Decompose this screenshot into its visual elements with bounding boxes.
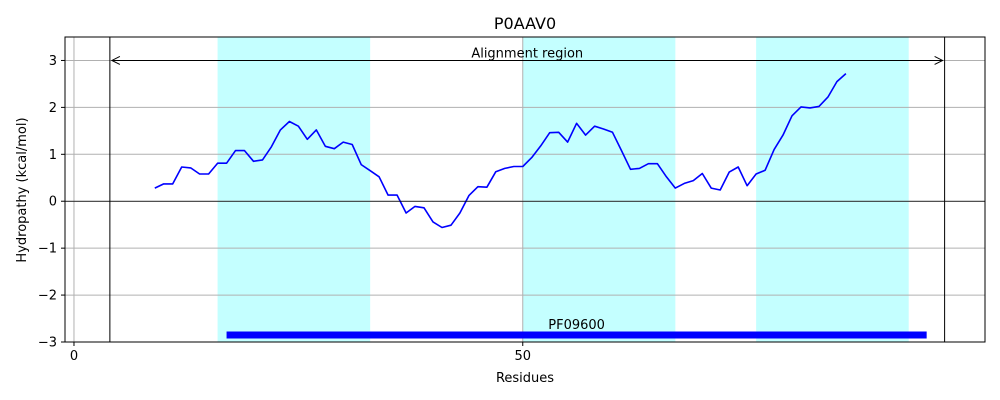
- y-tick-label: 1: [49, 148, 57, 163]
- alignment-arrow-left-head: [110, 56, 121, 65]
- y-tick-label: −3: [38, 336, 57, 351]
- shaded-region-1: [217, 37, 371, 342]
- shaded-region-3: [756, 37, 909, 342]
- y-tick-label: −2: [38, 289, 57, 304]
- y-tick-label: 3: [49, 54, 57, 69]
- shaded-regions: [217, 37, 909, 342]
- x-axis-label: Residues: [496, 371, 554, 386]
- annotations: [65, 37, 985, 342]
- alignment-region-label: Alignment region: [471, 46, 583, 61]
- y-axis-label: Hydropathy (kcal/mol): [15, 117, 30, 262]
- alignment-arrow-right-head: [934, 56, 944, 65]
- shaded-region-2: [522, 37, 676, 342]
- series-layer: [154, 73, 847, 229]
- chart-title: P0AAV0: [494, 14, 556, 33]
- plot-frame: [64, 36, 986, 343]
- y-tick-label: 2: [49, 101, 57, 116]
- x-tick-label: 50: [514, 349, 531, 364]
- x-tick-label: 0: [70, 349, 78, 364]
- domain-label: PF09600: [548, 318, 605, 333]
- y-tick-label: −1: [38, 242, 57, 257]
- y-tick-label: 0: [49, 195, 57, 210]
- axis-ticks: 0 50 −3 −2 −1 0 1 2 3: [38, 54, 531, 364]
- series-line-1: [154, 73, 847, 229]
